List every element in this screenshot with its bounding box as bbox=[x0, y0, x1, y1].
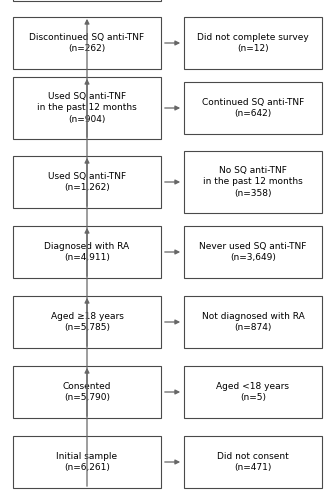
Text: Did not consent
(n=471): Did not consent (n=471) bbox=[217, 452, 289, 472]
Text: Used SQ anti-TNF
(n=1,262): Used SQ anti-TNF (n=1,262) bbox=[48, 172, 126, 192]
FancyBboxPatch shape bbox=[184, 226, 322, 278]
Text: Aged ≥18 years
(n=5,785): Aged ≥18 years (n=5,785) bbox=[50, 312, 123, 332]
FancyBboxPatch shape bbox=[184, 82, 322, 134]
FancyBboxPatch shape bbox=[184, 151, 322, 213]
FancyBboxPatch shape bbox=[13, 366, 161, 418]
Text: Continued SQ anti-TNF
(n=642): Continued SQ anti-TNF (n=642) bbox=[202, 98, 304, 118]
FancyBboxPatch shape bbox=[184, 366, 322, 418]
Text: Aged <18 years
(n=5): Aged <18 years (n=5) bbox=[216, 382, 289, 402]
FancyBboxPatch shape bbox=[13, 156, 161, 208]
Text: Used SQ anti-TNF
in the past 12 months
(n=904): Used SQ anti-TNF in the past 12 months (… bbox=[37, 92, 137, 124]
Text: Discontinued SQ anti-TNF
(n=262): Discontinued SQ anti-TNF (n=262) bbox=[29, 33, 145, 53]
Text: Never used SQ anti-TNF
(n=3,649): Never used SQ anti-TNF (n=3,649) bbox=[199, 242, 307, 262]
FancyBboxPatch shape bbox=[13, 436, 161, 488]
FancyBboxPatch shape bbox=[184, 296, 322, 348]
Text: Initial sample
(n=6,261): Initial sample (n=6,261) bbox=[56, 452, 117, 472]
FancyBboxPatch shape bbox=[184, 17, 322, 69]
Text: Consented
(n=5,790): Consented (n=5,790) bbox=[63, 382, 111, 402]
Text: Not diagnosed with RA
(n=874): Not diagnosed with RA (n=874) bbox=[202, 312, 304, 332]
FancyBboxPatch shape bbox=[13, 77, 161, 139]
FancyBboxPatch shape bbox=[13, 226, 161, 278]
FancyBboxPatch shape bbox=[13, 296, 161, 348]
Text: Did not complete survey
(n=12): Did not complete survey (n=12) bbox=[197, 33, 309, 53]
FancyBboxPatch shape bbox=[184, 436, 322, 488]
Text: No SQ anti-TNF
in the past 12 months
(n=358): No SQ anti-TNF in the past 12 months (n=… bbox=[203, 166, 303, 198]
FancyBboxPatch shape bbox=[13, 0, 161, 1]
Text: Diagnosed with RA
(n=4,911): Diagnosed with RA (n=4,911) bbox=[45, 242, 130, 262]
FancyBboxPatch shape bbox=[13, 17, 161, 69]
